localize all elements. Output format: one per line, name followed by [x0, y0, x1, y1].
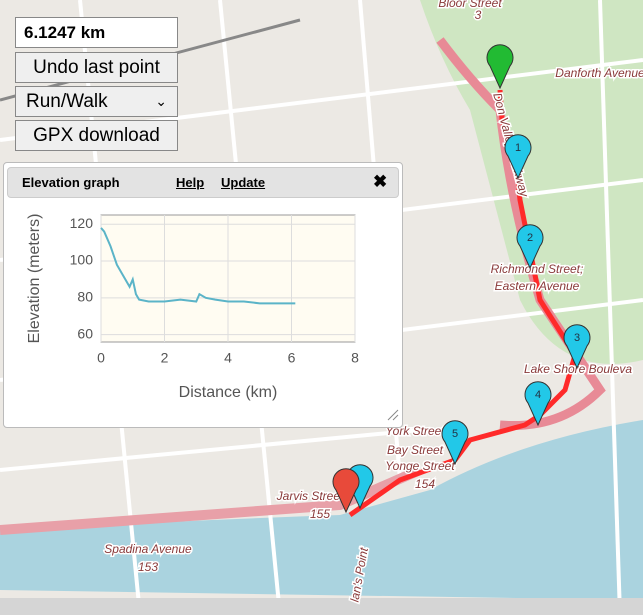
map-label: Jarvis Street	[276, 489, 344, 503]
map-label: 154	[415, 477, 435, 491]
waypoint-number: 5	[452, 428, 458, 440]
waypoint-marker	[524, 381, 552, 427]
waypoint-marker	[504, 134, 532, 180]
map-label: Spadina Avenue	[104, 542, 192, 556]
chevron: ⌄	[155, 93, 167, 109]
map-label: Bloor Street	[438, 0, 502, 10]
water	[0, 420, 643, 600]
elevation-line	[100, 227, 296, 305]
map-label: 155	[310, 507, 330, 521]
y-tick-label: 100	[70, 252, 94, 268]
map-label: Yonge Street	[385, 459, 455, 473]
waypoint-marker	[516, 224, 544, 270]
map-label: Eastern Avenue	[495, 279, 580, 293]
help-link[interactable]: Help	[176, 175, 205, 190]
start-marker	[486, 44, 514, 90]
waypoint-marker	[563, 324, 591, 370]
resize-grip	[387, 409, 399, 421]
map-label: Lake Shore Bouleva	[524, 362, 632, 376]
map-label: Bay Street	[387, 443, 444, 457]
distance: 6.1247 km	[15, 17, 178, 48]
waypoint-number: 1	[515, 142, 521, 154]
y-tick-label: 80	[77, 289, 93, 305]
y-tick-label: 120	[70, 215, 94, 231]
mode-select[interactable]: Run/Walk ⌄	[15, 86, 178, 117]
waypoint-marker	[441, 420, 469, 466]
update-link[interactable]: Update	[221, 175, 266, 190]
y-tick-label: 60	[77, 325, 93, 341]
x-axis-title: Distance (km)	[179, 384, 278, 401]
gpx-button[interactable]: GPX download	[15, 120, 178, 151]
waypoint-number: 3	[574, 332, 580, 344]
map-label: 3	[475, 8, 482, 22]
waypoint-number: 4	[535, 389, 541, 401]
mode-text: Run/Walk	[26, 90, 108, 112]
close-button[interactable]: ✖	[373, 172, 388, 191]
x-tick-label: 4	[224, 350, 232, 366]
x-tick-label: 2	[161, 350, 169, 366]
x-tick-label: 8	[351, 350, 359, 366]
map-label: 153	[138, 560, 158, 574]
waypoint-number: 2	[527, 232, 533, 244]
undo-button[interactable]: Undo last point	[15, 52, 178, 83]
dialog-title: Elevation graph	[22, 175, 120, 190]
dialog-header: Elevation graph Help Update ✖	[7, 167, 399, 198]
x-tick-label: 6	[288, 350, 296, 366]
y-axis-title: Elevation (meters)	[26, 214, 43, 344]
end-marker	[332, 468, 360, 514]
map-label: Danforth Avenue	[555, 66, 643, 80]
x-tick-label: 0	[97, 350, 105, 366]
bottom-bar	[0, 598, 643, 615]
park	[420, 0, 643, 364]
map-label: Richmond Street;	[491, 262, 584, 276]
elevation-chart: 0 2 4 6 8 60 80 100 120 Distance (km) Elevation (m…	[26, 214, 399, 421]
